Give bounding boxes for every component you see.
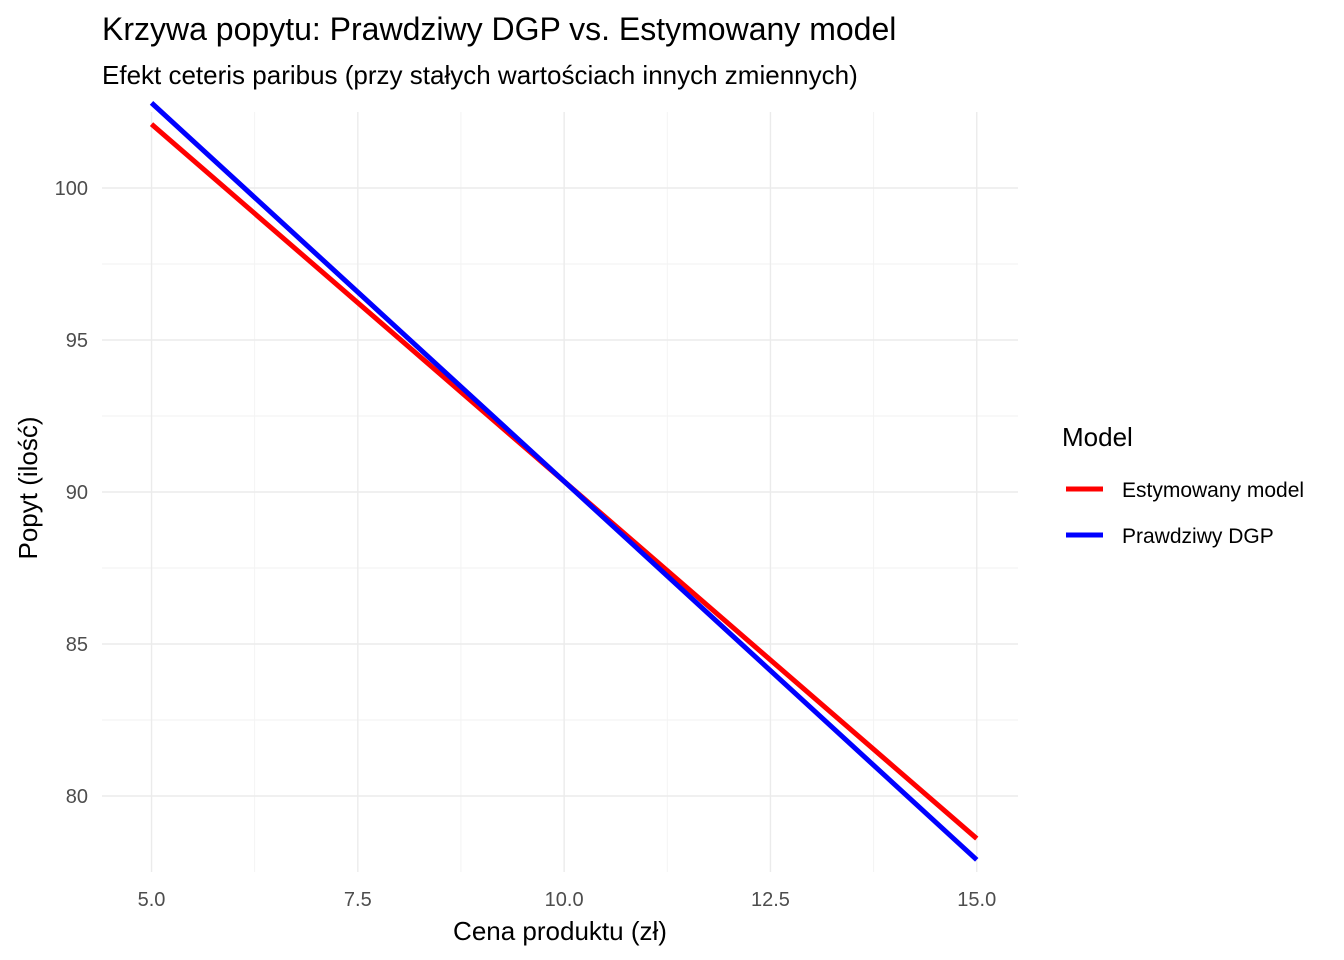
legend-label-estymowany-model: Estymowany model <box>1122 479 1304 502</box>
x-tick-label: 7.5 <box>344 889 372 911</box>
x-axis-title: Cena produktu (zł) <box>453 916 667 946</box>
y-axis-ticks: 80 85 90 95 100 <box>55 178 88 808</box>
series-lines <box>149 101 979 862</box>
x-axis-ticks: 5.0 7.5 10.0 12.5 15.0 <box>138 889 997 911</box>
y-tick-label: 100 <box>55 178 88 200</box>
x-tick-label: 10.0 <box>545 889 584 911</box>
y-axis-title: Popyt (ilość) <box>13 416 43 559</box>
legend-title: Model <box>1062 422 1133 452</box>
chart-title: Krzywa popytu: Prawdziwy DGP vs. Estymow… <box>102 11 896 47</box>
y-tick-label: 80 <box>66 786 88 808</box>
legend-items: Estymowany model Prawdziwy DGP <box>1066 479 1304 548</box>
y-tick-label: 95 <box>66 330 88 352</box>
legend: Model Estymowany model Prawdziwy DGP <box>1062 422 1304 548</box>
grid <box>102 112 1018 872</box>
chart-subtitle: Efekt ceteris paribus (przy stałych wart… <box>102 60 858 90</box>
x-tick-label: 15.0 <box>957 889 996 911</box>
legend-label-prawdziwy-dgp: Prawdziwy DGP <box>1122 525 1274 548</box>
x-tick-label: 5.0 <box>138 889 166 911</box>
y-tick-label: 90 <box>66 482 88 504</box>
y-tick-label: 85 <box>66 634 88 656</box>
x-tick-label: 12.5 <box>751 889 790 911</box>
series-line-prawdziwy-dgp <box>149 101 979 862</box>
